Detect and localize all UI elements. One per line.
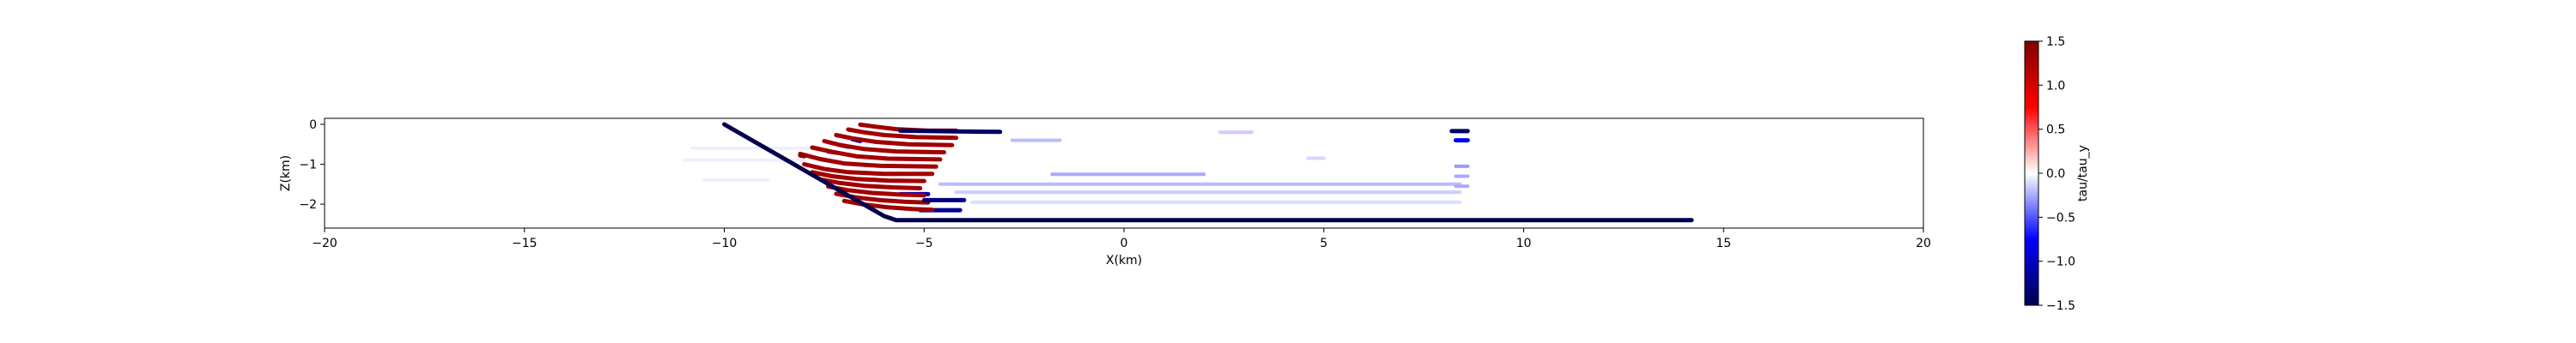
rupture-strand-9 (826, 184, 927, 198)
rupture-strand-2 (834, 133, 955, 147)
x-tick-label: −20 (312, 237, 337, 250)
colorbar-tick-label: −1.5 (2046, 299, 2075, 313)
rupture-strand-4 (810, 145, 943, 162)
rupture-strand-7 (810, 170, 927, 184)
y-tick-label: 0 (309, 118, 317, 132)
colorbar-tick-label: 1.5 (2046, 35, 2065, 49)
rupture-strand-12 (897, 128, 1003, 135)
colorbar-tick-label: −1.0 (2046, 256, 2075, 269)
rupture-strand-1 (846, 127, 958, 141)
y-tick-label: −2 (299, 198, 317, 212)
colorbar-gradient (2025, 41, 2038, 305)
colorbar-tick-label: 0.0 (2046, 167, 2065, 181)
x-axis-label: X(km) (1106, 254, 1142, 268)
colorbar: 1.5 1.0 0.5 0.0 −0.5 −1.0 −1.5 tau/tau_y (2024, 35, 2090, 313)
plot-area: −20 −15 −10 −5 0 5 10 15 20 0 −1 −2 X(km) Z(km) (279, 117, 1931, 268)
y-axis-label: Z(km) (279, 155, 293, 191)
x-tick-label: 20 (1916, 237, 1931, 250)
x-tick-label: 15 (1716, 237, 1731, 250)
rupture-strand-19 (798, 153, 807, 159)
colorbar-label: tau/tau_y (2076, 145, 2090, 202)
x-tick-label: −15 (512, 237, 538, 250)
colorbar-tick-label: 0.5 (2046, 123, 2065, 137)
x-tick-label: 0 (1121, 237, 1128, 250)
rupture-strands (683, 122, 1694, 223)
rupture-strand-3 (822, 139, 946, 155)
x-axis-ticks: −20 −15 −10 −5 0 5 10 15 20 (312, 228, 1931, 250)
y-axis-ticks: 0 −1 −2 (299, 118, 325, 212)
rupture-strand-11 (841, 198, 935, 213)
y-tick-label: −1 (299, 159, 317, 172)
colorbar-tick-label: −0.5 (2046, 211, 2075, 225)
x-tick-label: 10 (1516, 237, 1532, 250)
x-tick-label: 5 (1320, 237, 1327, 250)
rupture-strand-6 (802, 162, 935, 177)
colorbar-ticks: 1.5 1.0 0.5 0.0 −0.5 −1.0 −1.5 (2038, 35, 2075, 313)
rupture-strand-8 (817, 177, 923, 190)
fault-trace (722, 122, 1694, 223)
rupture-strand-5 (798, 151, 939, 169)
colorbar-tick-label: 1.0 (2046, 79, 2065, 93)
x-tick-label: −10 (712, 237, 738, 250)
x-tick-label: −5 (915, 237, 933, 250)
